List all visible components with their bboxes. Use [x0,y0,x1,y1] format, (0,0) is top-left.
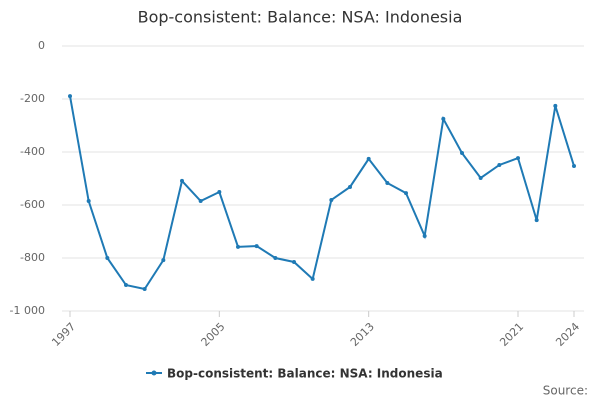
point [553,103,558,108]
point [310,276,315,281]
point [105,256,110,260]
y-tick-label: -200 [20,92,45,105]
point [478,175,483,180]
point [329,197,334,202]
point [236,244,240,249]
x-tick-label: 1997 [49,320,78,349]
point [292,259,296,264]
point [217,190,222,195]
y-tick-label: -1 000 [10,304,45,317]
point [404,191,408,196]
point [460,151,464,156]
point [124,283,128,288]
point [441,116,446,121]
series-line [69,95,575,291]
point [254,244,259,249]
point [198,199,203,204]
point [516,156,520,161]
point [273,256,278,260]
point [348,184,352,189]
y-tick-label: -600 [20,198,45,211]
point [180,178,184,183]
x-tick-label: 2021 [497,320,526,349]
point [142,287,147,292]
point [497,162,502,167]
point [534,218,539,223]
y-tick-label: -800 [20,251,45,264]
y-tick-label: 0 [38,39,45,52]
point [385,181,390,186]
legend-label: Bop-consistent: Balance: NSA: Indonesia [167,367,443,381]
x-tick-label: 2013 [348,320,377,349]
point [161,258,166,263]
point [68,94,72,99]
point [572,164,576,169]
point [366,156,371,161]
point [86,199,91,204]
legend-swatch-dot [151,370,157,376]
y-tick-label: -400 [20,145,45,158]
point [422,234,427,239]
x-tick-label: 2005 [199,320,228,349]
source: Source: [543,384,588,398]
x-tick-label: 2024 [553,320,582,349]
chart-title: Bop-consistent: Balance: NSA: Indonesia [138,8,463,27]
